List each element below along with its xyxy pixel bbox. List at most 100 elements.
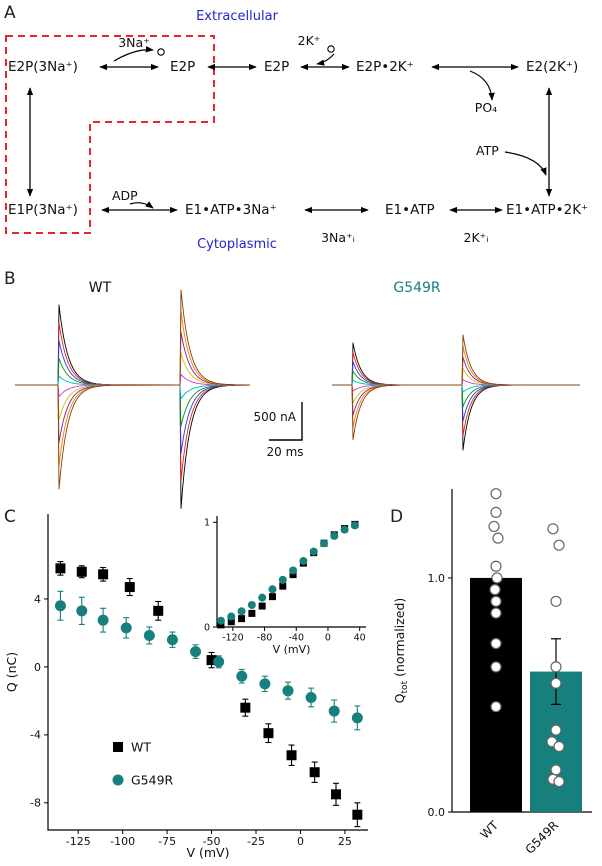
panel-label-a: A [4, 3, 16, 23]
current-trace-wt [15, 289, 251, 490]
data-point-g549r [258, 593, 267, 602]
data-point-wt [490, 488, 502, 500]
data-point-g549r [550, 724, 562, 736]
legend-label: G549R [131, 773, 174, 788]
qtot-bar-plot: 0.0 1.0 Qtot (normalized) WT G549R [392, 488, 592, 857]
data-point-wt [490, 607, 502, 619]
data-point-wt [98, 569, 109, 580]
na-release-curve-arrow [113, 45, 154, 62]
x-tick-label: -25 [247, 835, 265, 848]
g549r-trace-label: G549R [393, 280, 441, 296]
adp-curve-arrow [129, 201, 154, 209]
legend-label: WT [131, 740, 151, 755]
data-point-g549r [351, 712, 363, 724]
data-point-wt [489, 584, 501, 596]
data-point-g549r [282, 685, 294, 697]
data-point-wt [309, 767, 320, 778]
data-point-g549r [330, 531, 339, 540]
x-tick-label: 25 [338, 835, 352, 848]
x-axis-label: V (mV) [273, 643, 311, 656]
data-point-g549r [237, 607, 246, 616]
x-tick-label: -80 [257, 633, 273, 644]
data-point-g549r [213, 656, 225, 668]
scale-bar [269, 402, 303, 441]
data-point-g549r [550, 661, 562, 673]
state-e1p-3na: E1P(3Na⁺) [8, 202, 78, 218]
data-point-g549r [278, 575, 287, 584]
data-point-wt [492, 532, 504, 544]
x-tick-label: 0 [297, 835, 304, 848]
data-point-wt [153, 605, 164, 616]
data-point-g549r [216, 616, 225, 625]
x-tick-label: -75 [158, 835, 176, 848]
data-point-g549r [550, 764, 562, 776]
data-point-g549r [340, 525, 349, 534]
data-point-wt [206, 655, 217, 666]
state-e2-2k: E2(2K⁺) [526, 59, 578, 75]
cytoplasmic-label: Cytoplasmic [197, 237, 277, 252]
data-point-wt [248, 609, 256, 617]
data-point-g549r [553, 740, 565, 753]
qv-normalized-inset: -120 -80 -40 0 40 0 1 V (mV) [204, 516, 366, 656]
data-point-g549r [305, 691, 317, 703]
data-point-wt [490, 661, 502, 673]
data-point-wt [240, 702, 251, 713]
data-point-wt [491, 572, 503, 584]
panel-b-current-traces: B WT G549R 500 nA 20 ms [4, 269, 581, 509]
ligand-po4: PO₄ [475, 100, 497, 115]
x-tick-label: -50 [203, 835, 221, 848]
x-tick-label: -120 [222, 633, 244, 644]
data-point-wt [289, 571, 297, 579]
x-tick-label: -40 [288, 633, 304, 644]
x-tick-label: 40 [354, 633, 366, 644]
y-tick-label: 1.0 [428, 572, 446, 585]
atp-binding-curve-arrow [504, 151, 547, 176]
data-point-wt [490, 595, 502, 607]
data-point-g549r [247, 601, 256, 610]
data-point-wt [490, 637, 502, 650]
state-e2p-2: E2P [264, 59, 289, 75]
current-trace-wt [15, 310, 251, 467]
data-point-g549r [319, 539, 328, 548]
data-point-g549r [547, 523, 559, 535]
x-category-label: WT [478, 818, 502, 842]
ion-circle-na [157, 48, 165, 56]
y-axis-label: Qtot (normalized) [392, 598, 410, 704]
data-point-g549r [236, 670, 248, 682]
current-trace-g549r [332, 361, 580, 422]
data-point-wt [227, 618, 235, 626]
qv-main-axes [47, 514, 368, 831]
data-point-g549r [76, 605, 88, 617]
data-point-g549r [227, 612, 236, 621]
y-tick-label: -4 [30, 729, 41, 742]
y-tick-label: 1 [204, 518, 210, 529]
data-point-g549r [550, 677, 562, 689]
data-point-g549r [120, 622, 132, 634]
ligand-2k-out: 2K⁺ [298, 33, 321, 48]
data-point-wt [217, 621, 225, 629]
legend-marker [112, 774, 124, 786]
y-tick-label: 0 [204, 622, 210, 633]
ligand-atp: ATP [476, 143, 499, 158]
state-e2p-1: E2P [170, 59, 195, 75]
data-point-wt [258, 602, 266, 610]
current-trace-g549r [332, 334, 581, 441]
state-e2p-2k: E2P•2K⁺ [356, 59, 414, 75]
data-point-g549r [309, 547, 318, 556]
ligand-3na-out: 3Na⁺ [118, 35, 150, 50]
data-point-g549r [143, 629, 155, 641]
state-e1-atp-3na: E1•ATP•3Na⁺ [185, 202, 277, 218]
data-point-g549r [299, 557, 308, 566]
data-point-wt [55, 563, 66, 574]
data-point-g549r [268, 585, 277, 594]
data-point-wt [488, 520, 500, 533]
data-point-g549r [54, 600, 66, 612]
ligand-2k-in: 2K⁺ᵢ [464, 230, 489, 245]
current-trace-g549r [332, 345, 580, 428]
data-point-wt [238, 615, 246, 623]
y-tick-label: 4 [34, 593, 41, 606]
data-point-g549r [553, 775, 565, 788]
x-category-label: G549R [523, 818, 562, 857]
